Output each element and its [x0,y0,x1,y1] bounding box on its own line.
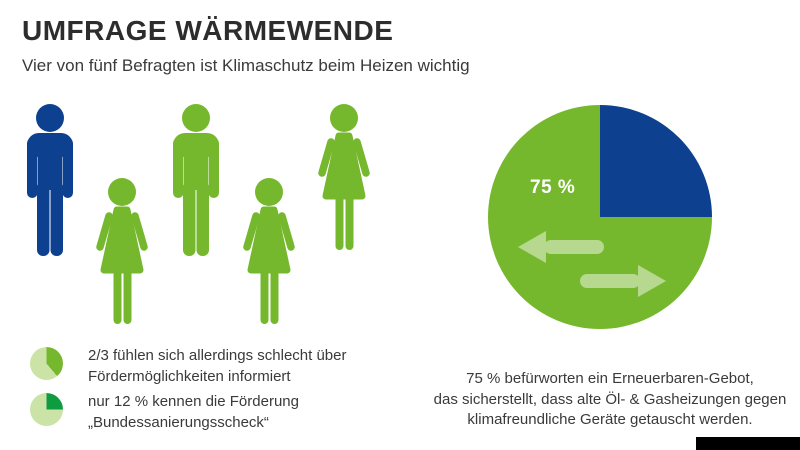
pie-percentage-label: 75 % [530,177,576,198]
bullet-line: „Bundessanierungsscheck“ [88,414,269,431]
credit-bar [696,437,800,450]
page-title: UMFRAGE WÄRMEWENDE [22,15,394,46]
person-male-icon [22,104,78,256]
person-male-icon [168,104,224,256]
page-subtitle: Vier von fünf Befragten ist Klimaschutz … [22,56,470,75]
mini-pie-icon [30,347,63,380]
bullet-line: Fördermöglichkeiten informiert [88,368,291,385]
footnote-line: 75 % befürworten ein Erneuerbaren-Gebot, [466,370,754,387]
person-female-icon [237,178,301,324]
footnote-line: das sicherstellt, dass alte Öl- & Gashei… [433,390,787,408]
footnote-line: klimafreundliche Geräte getauscht werden… [467,411,753,428]
survey-pie-chart: 75 % [488,105,712,329]
bullet-text: nur 12 % kennen die Förderung „Bundessan… [88,391,299,433]
bullet-line: 2/3 fühlen sich allerdings schlecht über [88,347,347,364]
person-female-icon [312,104,376,250]
person-female-icon [90,178,154,324]
bullet-text: 2/3 fühlen sich allerdings schlecht über… [88,345,347,387]
footnote-text: 75 % befürworten ein Erneuerbaren-Gebot,… [420,369,800,431]
swap-arrows-icon [518,231,666,297]
mini-pie-icon [30,393,63,426]
bullet-line: nur 12 % kennen die Förderung [88,393,299,410]
